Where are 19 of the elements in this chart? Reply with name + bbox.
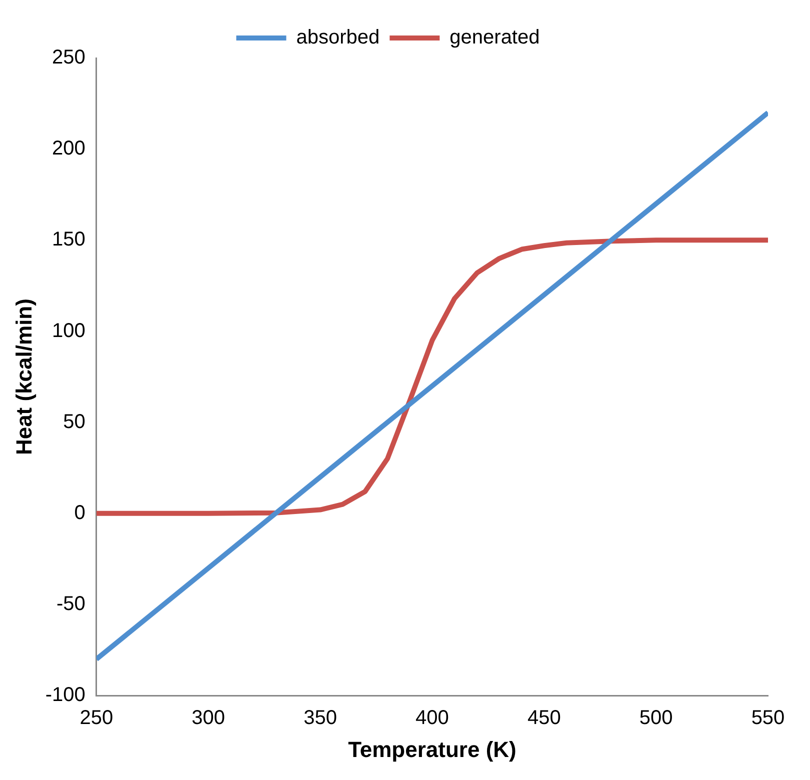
y-axis-title: Heat (kcal/min) — [11, 298, 36, 456]
y-tick-label: 150 — [52, 228, 86, 251]
x-tick-label: 500 — [639, 707, 673, 730]
x-tick-label: 300 — [192, 707, 226, 730]
y-tick-label: 50 — [63, 410, 86, 433]
x-tick-label: 250 — [80, 707, 114, 730]
x-axis-title: Temperature (K) — [348, 736, 516, 762]
legend-label: generated — [450, 26, 540, 49]
y-tick-label: 250 — [52, 46, 86, 69]
x-tick-label: 450 — [527, 707, 561, 730]
y-tick-label: -50 — [56, 593, 86, 616]
y-tick-label: -100 — [45, 684, 86, 706]
x-tick-label: 550 — [751, 707, 785, 730]
legend-label: absorbed — [296, 26, 380, 49]
y-tick-label: 200 — [52, 138, 86, 160]
y-tick-label: 0 — [74, 502, 86, 524]
x-tick-label: 400 — [416, 707, 449, 730]
x-tick-label: 350 — [304, 707, 337, 730]
y-tick-label: 100 — [52, 320, 86, 342]
